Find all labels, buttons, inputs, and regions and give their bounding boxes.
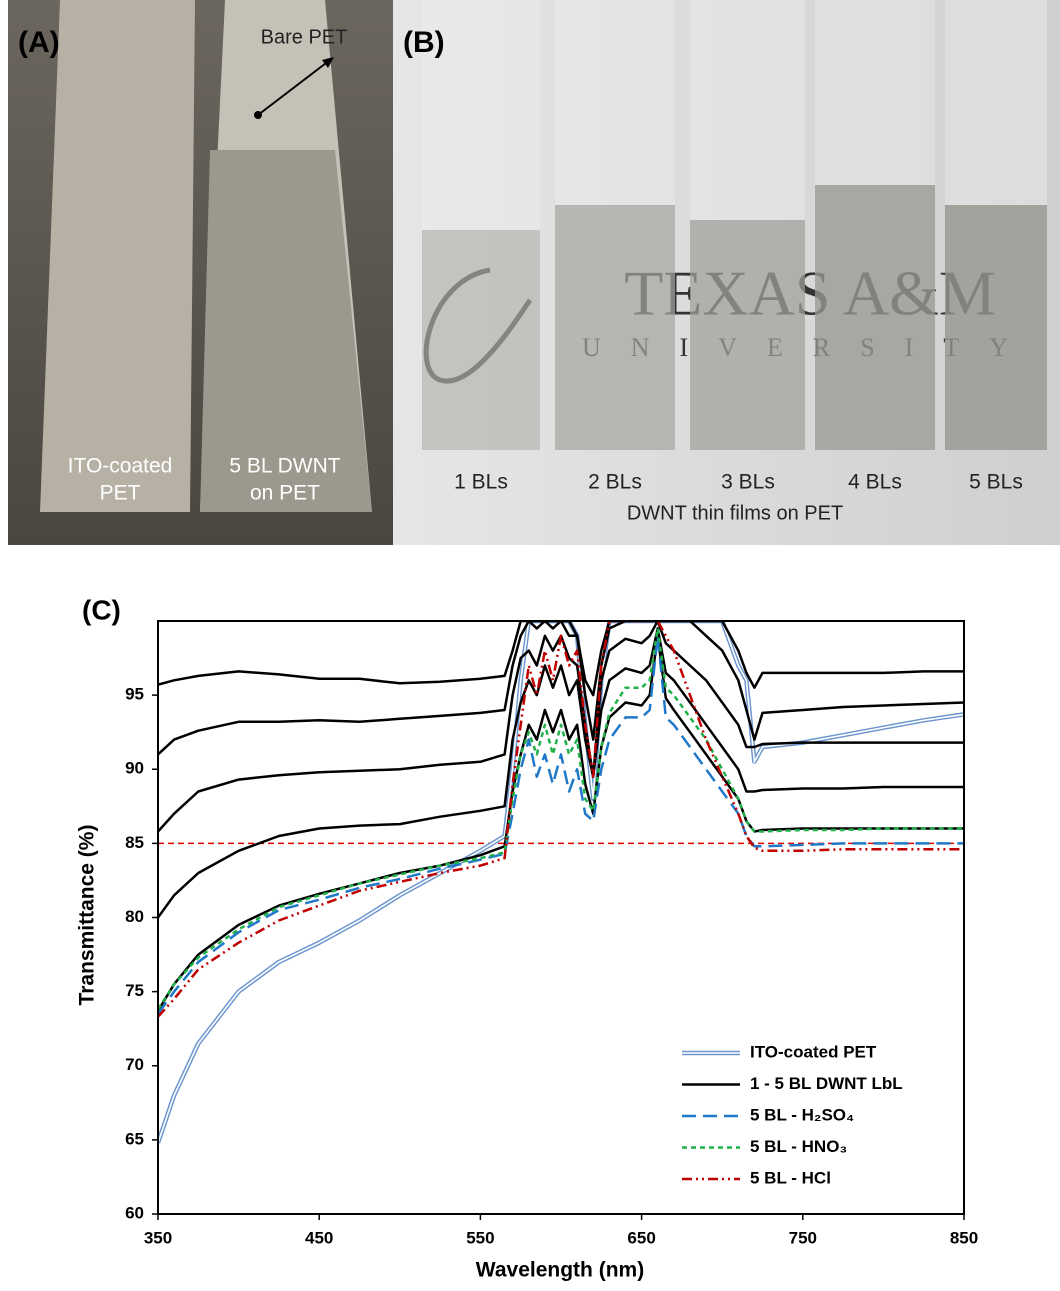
photo-caption: DWNT thin films on PET [627, 502, 843, 524]
y-tick-label: 80 [125, 907, 144, 926]
strip-labels: 1 BLs 2 BLs 3 BLs 4 BLs 5 BLs [454, 471, 1023, 494]
legend-label: 5 BL - HCl [750, 1168, 831, 1187]
x-tick-label: 650 [627, 1228, 655, 1247]
y-tick-label: 65 [125, 1129, 144, 1148]
legend-label: 5 BL - HNO₃ [750, 1137, 847, 1156]
logo-mark [423, 267, 533, 384]
dwnt-coated-area [200, 150, 372, 512]
strip-coatings [422, 185, 1047, 450]
strip-label: 3 BLs [721, 471, 775, 494]
y-tick-label: 70 [125, 1055, 144, 1074]
photo-text: on PET [250, 482, 320, 505]
y-tick-label: 60 [125, 1203, 144, 1222]
y-tick-label: 95 [125, 685, 144, 704]
series-line [158, 634, 964, 1015]
series-line [158, 621, 964, 756]
strip-label: 5 BLs [969, 471, 1023, 494]
photo-text: ITO-coated [68, 455, 173, 478]
y-tick-label: 75 [125, 981, 144, 1000]
plot: 60 65 70 75 80 85 90 95 350 450 550 650 750 850 ITO-co… [125, 620, 978, 1247]
chart-title: (C) [82, 594, 121, 625]
x-axis-label: Wavelength (nm) [476, 1259, 644, 1282]
arrow [257, 59, 331, 116]
strip-label: 2 BLs [588, 471, 642, 494]
strip-label: 1 BLs [454, 471, 508, 494]
legend-label: ITO-coated PET [750, 1042, 877, 1061]
x-tick-label: 450 [305, 1228, 333, 1247]
arrow-dot [254, 111, 262, 119]
legend-label: 5 BL - H₂SO₄ [750, 1105, 854, 1124]
panel-label: (A) [18, 26, 60, 59]
x-tick-label: 550 [466, 1228, 494, 1247]
logo-text: TEXAS A&M [624, 258, 996, 329]
y-axis-label: Transmittance (%) [76, 825, 99, 1006]
photo-text: Bare PET [261, 26, 348, 48]
series-line [158, 634, 964, 1012]
x-tick-label: 350 [144, 1228, 172, 1247]
series-line [158, 621, 964, 697]
strip-label: 4 BLs [848, 471, 902, 494]
photo-text: 5 BL DWNT [229, 455, 340, 478]
legend-label: 1 - 5 BL DWNT LbL [750, 1074, 903, 1093]
x-tick-label: 750 [789, 1228, 817, 1247]
series-line-inner [158, 621, 964, 1144]
series-line [158, 621, 964, 1018]
arrow-head [322, 57, 334, 68]
y-tick-label: 90 [125, 759, 144, 778]
ito-strip [40, 0, 195, 512]
photo-text: PET [100, 482, 141, 505]
y-tick-label: 85 [125, 833, 144, 852]
plot-frame [157, 620, 965, 1215]
series-line [158, 627, 964, 1011]
panel-label: (B) [403, 26, 445, 59]
series-line [158, 621, 964, 1144]
x-tick-label: 850 [950, 1228, 978, 1247]
